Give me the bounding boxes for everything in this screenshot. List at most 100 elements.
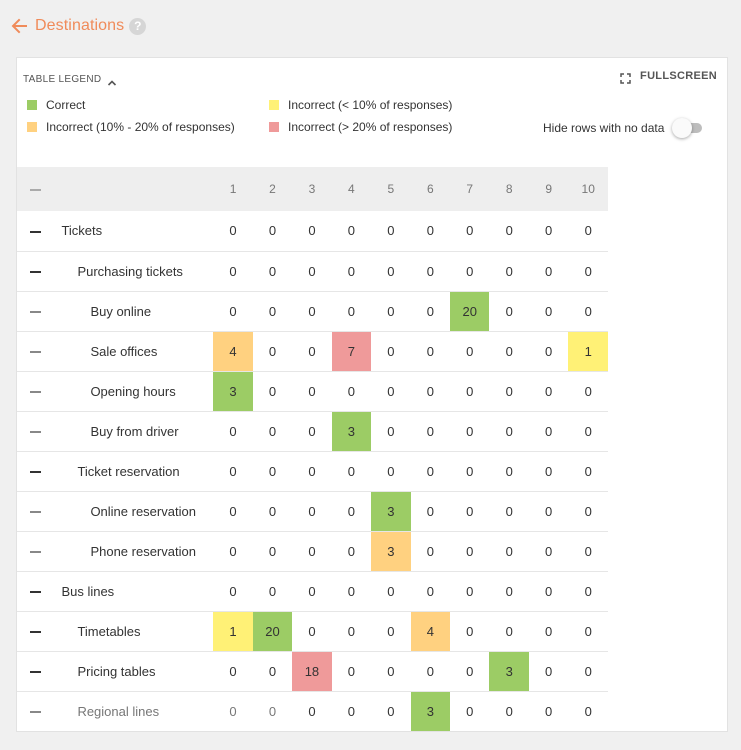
legend-item-incorrect-over-20: Incorrect (> 20% of responses) — [269, 120, 452, 134]
row-collapse-toggle[interactable] — [17, 371, 55, 412]
table-cell: 0 — [410, 651, 451, 692]
table-cell: 0 — [252, 331, 293, 372]
row-label: Ticket reservation — [54, 451, 214, 492]
row-label: Tickets — [54, 211, 214, 252]
column-header: 9 — [528, 167, 569, 211]
minus-icon — [30, 271, 42, 274]
table-cell: 0 — [489, 491, 529, 532]
legend-label: Incorrect (> 20% of responses) — [288, 120, 453, 134]
table-cell: 0 — [331, 291, 372, 332]
table-cell: 0 — [568, 211, 608, 252]
row-collapse-toggle[interactable] — [17, 291, 55, 332]
table-row: Buy online 0 0 0 0 0 0 20 0 0 0 — [17, 291, 608, 332]
row-collapse-toggle[interactable] — [17, 211, 55, 252]
row-collapse-toggle[interactable] — [17, 571, 55, 612]
row-label: Timetables — [54, 611, 214, 652]
table-cell: 0 — [292, 571, 332, 612]
table-cell: 0 — [331, 371, 372, 412]
table-cell: 0 — [292, 531, 332, 572]
minus-icon — [30, 591, 42, 594]
table-cell: 0 — [213, 531, 253, 572]
table-cell: 7 — [331, 331, 372, 372]
table-cell: 0 — [371, 651, 411, 692]
table-cell: 0 — [528, 491, 569, 532]
table-cell: 0 — [292, 491, 332, 532]
table-row: Tickets 0 0 0 0 0 0 0 0 0 0 — [17, 211, 608, 252]
row-collapse-toggle[interactable] — [17, 411, 55, 452]
table-cell: 0 — [331, 491, 372, 532]
column-header: 3 — [292, 167, 332, 211]
table-cell: 18 — [292, 651, 332, 692]
table-cell: 0 — [252, 211, 293, 252]
collapse-all-toggle[interactable] — [17, 167, 55, 211]
page-title: Destinations — [35, 17, 125, 34]
table-cell: 0 — [489, 211, 529, 252]
hide-rows-toggle[interactable] — [672, 118, 708, 138]
table-cell: 0 — [568, 491, 608, 532]
table-cell: 0 — [292, 291, 332, 332]
table-cell: 0 — [292, 451, 332, 492]
table-cell: 0 — [450, 691, 490, 731]
table-cell: 0 — [450, 331, 490, 372]
table-cell: 0 — [568, 451, 608, 492]
table-cell: 0 — [213, 411, 253, 452]
table-cell: 0 — [213, 691, 253, 731]
row-collapse-toggle[interactable] — [17, 691, 55, 731]
legend-swatch — [27, 100, 37, 110]
row-collapse-toggle[interactable] — [17, 651, 55, 692]
table-cell: 1 — [213, 611, 253, 652]
table-cell: 0 — [568, 571, 608, 612]
table-cell: 0 — [528, 571, 569, 612]
table-row: Online reservation 0 0 0 0 3 0 0 0 0 0 — [17, 491, 608, 532]
row-collapse-toggle[interactable] — [17, 251, 55, 292]
table-cell: 0 — [568, 611, 608, 652]
table-cell: 4 — [410, 611, 451, 652]
table-cell: 0 — [489, 251, 529, 292]
row-collapse-toggle[interactable] — [17, 331, 55, 372]
legend-item-incorrect-10-20: Incorrect (10% - 20% of responses) — [27, 120, 235, 134]
fullscreen-button[interactable]: FULLSCREEN — [620, 70, 717, 84]
arrow-left-icon[interactable] — [10, 17, 28, 35]
row-label: Pricing tables — [54, 651, 214, 692]
help-icon[interactable]: ? — [129, 17, 147, 35]
table-cell: 3 — [371, 491, 411, 532]
table-cell: 0 — [450, 411, 490, 452]
table-cell: 0 — [252, 651, 293, 692]
table-cell: 3 — [489, 651, 529, 692]
column-header: 6 — [410, 167, 451, 211]
column-header: 2 — [252, 167, 293, 211]
table-row: Regional lines 0 0 0 0 0 3 0 0 0 0 — [17, 691, 608, 731]
table-cell: 20 — [450, 291, 490, 332]
table-cell: 0 — [568, 411, 608, 452]
toggle-knob[interactable] — [672, 118, 693, 138]
table-row: Opening hours 3 0 0 0 0 0 0 0 0 0 — [17, 371, 608, 412]
table-cell: 0 — [410, 571, 451, 612]
table-cell: 0 — [292, 251, 332, 292]
minus-icon — [30, 711, 42, 714]
minus-icon — [30, 551, 42, 554]
row-collapse-toggle[interactable] — [17, 491, 55, 532]
table-row: Ticket reservation 0 0 0 0 0 0 0 0 0 0 — [17, 451, 608, 492]
legend-swatch — [27, 122, 37, 132]
table-cell: 0 — [450, 451, 490, 492]
results-table: 1 2 3 4 5 6 7 8 9 10 Tickets 0 0 0 0 0 0 0 0 0 0 Purchasing … — [17, 167, 608, 731]
table-cell: 0 — [489, 531, 529, 572]
row-collapse-toggle[interactable] — [17, 531, 55, 572]
table-cell: 0 — [371, 291, 411, 332]
table-cell: 0 — [450, 251, 490, 292]
table-cell: 0 — [371, 451, 411, 492]
fullscreen-label: FULLSCREEN — [640, 70, 717, 82]
table-row: Sale offices 4 0 0 7 0 0 0 0 0 1 — [17, 331, 608, 372]
row-collapse-toggle[interactable] — [17, 611, 55, 652]
table-cell: 0 — [252, 691, 293, 731]
legend-toggle[interactable]: TABLE LEGEND — [23, 74, 117, 86]
table-cell: 0 — [292, 371, 332, 412]
table-cell: 0 — [528, 451, 569, 492]
table-cell: 0 — [331, 211, 372, 252]
table-cell: 0 — [331, 571, 372, 612]
row-collapse-toggle[interactable] — [17, 451, 55, 492]
table-row: Pricing tables 0 0 18 0 0 0 0 3 0 0 — [17, 651, 608, 692]
table-cell: 0 — [410, 451, 451, 492]
table-cell: 0 — [450, 571, 490, 612]
table-cell: 0 — [213, 451, 253, 492]
